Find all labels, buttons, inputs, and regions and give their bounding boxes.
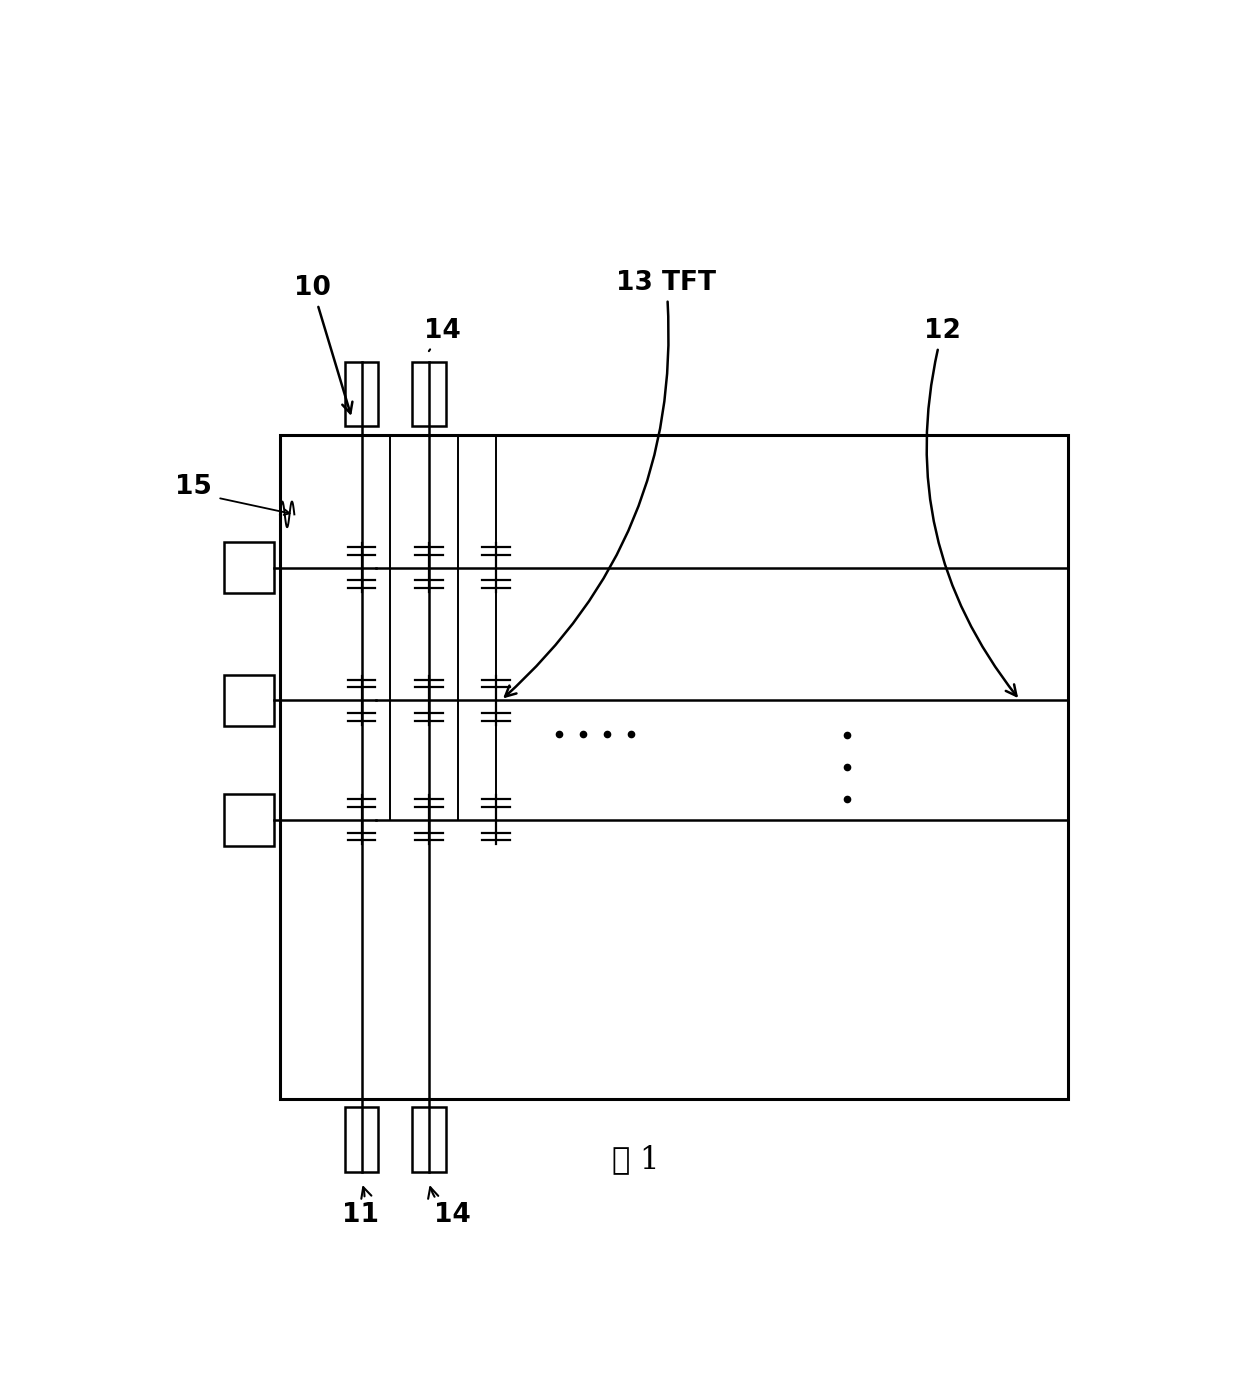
Bar [412,362,445,426]
Bar [224,541,274,593]
Text: 图 1: 图 1 [611,1145,660,1175]
Bar [345,362,378,426]
Text: 13 TFT: 13 TFT [505,270,717,697]
Text: 14: 14 [424,319,461,351]
Text: 11: 11 [342,1187,379,1228]
Bar [412,1107,445,1171]
Bar [224,794,274,846]
Text: 14: 14 [428,1187,470,1228]
Text: 10: 10 [294,275,352,413]
Bar [224,675,274,726]
Text: 15: 15 [175,474,212,501]
Text: 12: 12 [924,319,1017,696]
Bar [280,434,1068,1099]
Bar [345,1107,378,1171]
